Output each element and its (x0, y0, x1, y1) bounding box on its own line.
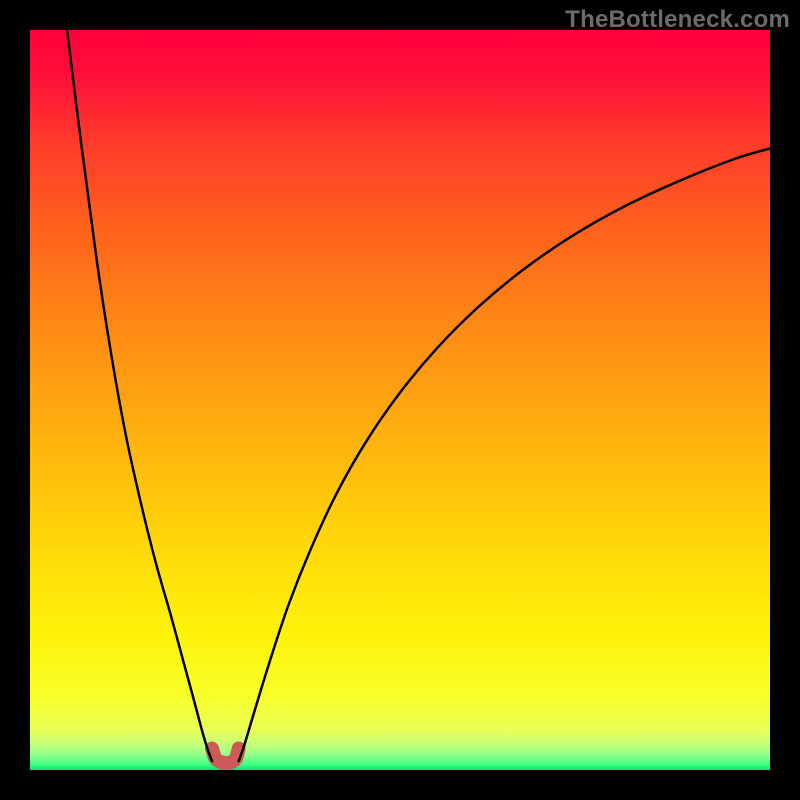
watermark-text: TheBottleneck.com (565, 6, 790, 34)
gradient-background (30, 30, 770, 770)
bottleneck-curve-chart (30, 30, 770, 770)
chart-card: TheBottleneck.com (0, 0, 800, 800)
plot-area (30, 30, 770, 770)
